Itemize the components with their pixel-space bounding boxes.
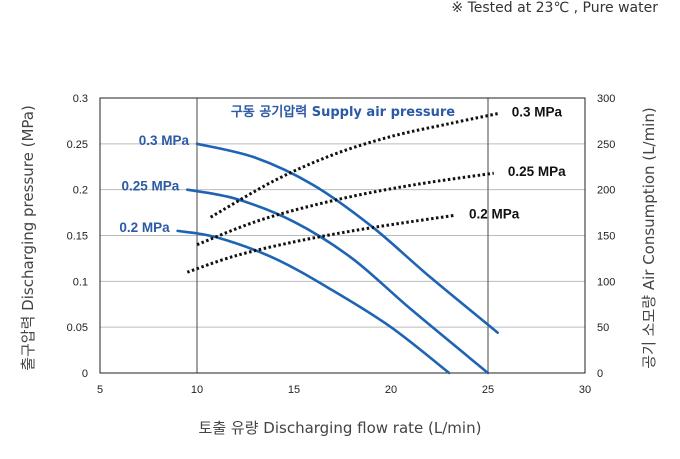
y2-tick-label: 150 [597, 231, 615, 243]
air-consumption-curve [196, 171, 495, 247]
y-tick-labels: 0 0.05 0.1 0.15 0.2 0.25 0.3 [67, 93, 88, 380]
x-tick-label: 15 [288, 384, 300, 396]
grid [100, 98, 585, 373]
y-tick-label: 0.15 [67, 231, 88, 243]
air-consumption-curve [209, 112, 499, 219]
y2-tick-label: 0 [597, 368, 603, 380]
x-tick-label: 30 [579, 384, 591, 396]
y2-tick-label: 50 [597, 322, 609, 334]
y2-tick-label: 100 [597, 276, 615, 288]
plot-frame [99, 97, 586, 374]
x-tick-label: 5 [97, 384, 103, 396]
x-tick-labels: 5 10 15 20 25 30 [97, 384, 591, 396]
y-tick-label: 0.25 [67, 139, 88, 151]
y2-tick-label: 200 [597, 185, 615, 197]
y2-axis-title: 공기 소모량 Air Consumption (L/min) [640, 107, 658, 368]
series-group [176, 112, 499, 375]
y2-tick-label: 300 [597, 93, 615, 105]
air-consumption-curve [186, 213, 456, 274]
air-series-label: 0.3 MPa [512, 105, 563, 120]
y-tick-label: 0.05 [67, 322, 88, 334]
discharge-curve [176, 229, 451, 375]
legend-title: 구동 공기압력 Supply air pressure [231, 105, 455, 120]
y-tick-label: 0.3 [73, 93, 88, 105]
discharge-curve [186, 188, 490, 375]
series-labels: 0.3 MPa 0.25 MPa 0.2 MPa 0.3 MPa 0.25 MPa 0.2… [119, 105, 566, 235]
discharge-series-label: 0.2 MPa [119, 220, 170, 235]
y2-tick-label: 250 [597, 139, 615, 151]
y-axis-title: 출구압력 Discharging pressure (MPa) [19, 105, 37, 371]
y-tick-label: 0.1 [73, 276, 88, 288]
x-tick-label: 25 [482, 384, 494, 396]
discharge-series-label: 0.3 MPa [139, 133, 190, 148]
air-series-label: 0.25 MPa [508, 164, 566, 179]
discharge-curve [195, 142, 499, 334]
y-tick-label: 0.2 [73, 185, 88, 197]
y2-tick-labels: 0 50 100 150 200 250 300 [597, 93, 615, 380]
x-tick-label: 10 [191, 384, 203, 396]
x-axis-title: 토출 유량 Discharging flow rate (L/min) [199, 419, 482, 437]
y-tick-label: 0 [82, 368, 88, 380]
air-series-label: 0.2 MPa [469, 206, 520, 221]
test-condition-note: ※ Tested at 23℃ , Pure water [451, 0, 658, 16]
x-tick-label: 20 [385, 384, 397, 396]
discharge-series-label: 0.25 MPa [122, 179, 180, 194]
